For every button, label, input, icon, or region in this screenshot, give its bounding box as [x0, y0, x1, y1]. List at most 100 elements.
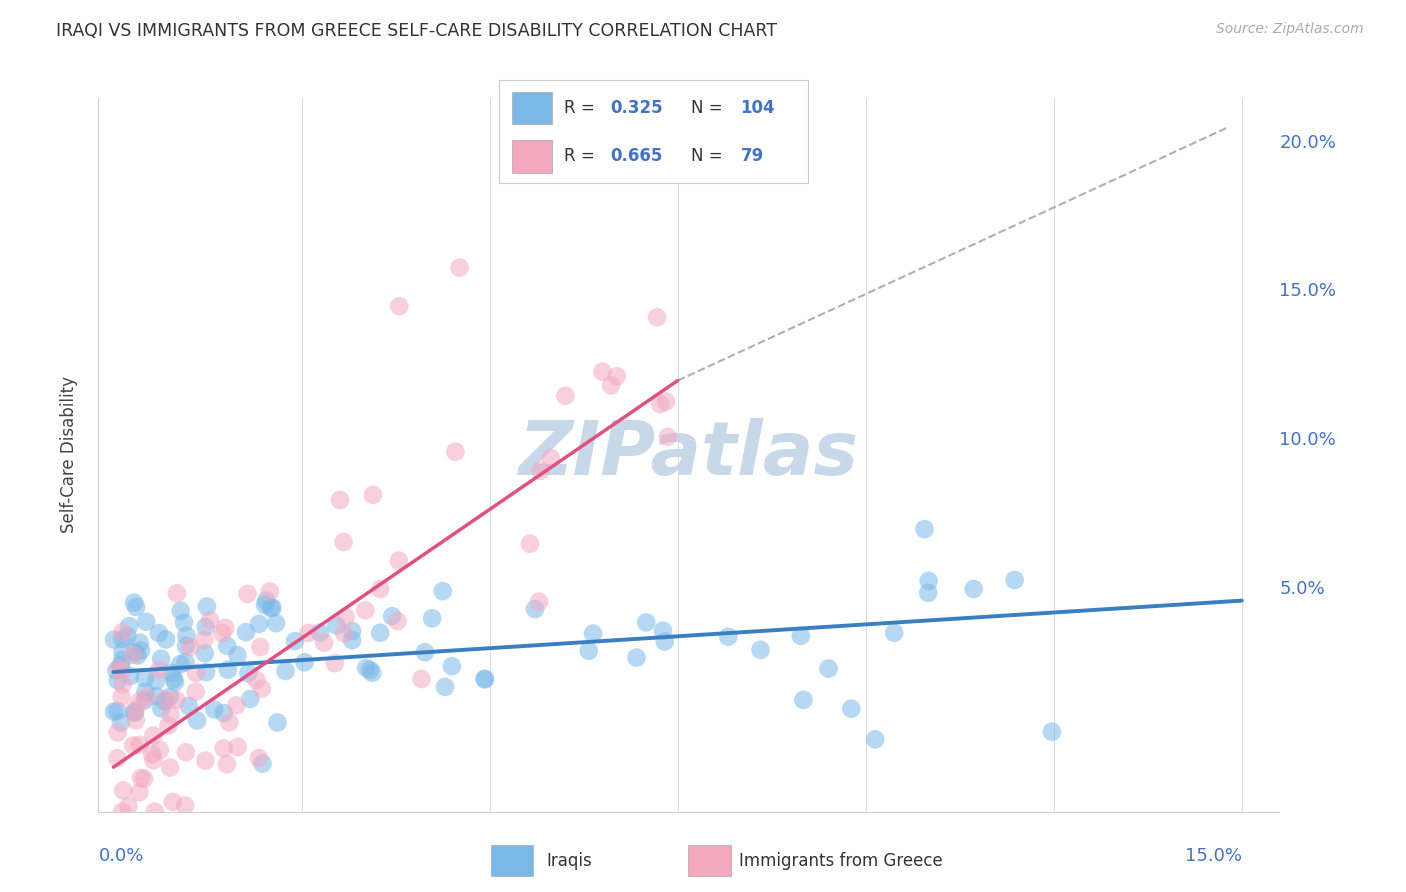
Point [128, 636, 150, 650]
Text: Source: ZipAtlas.com: Source: ZipAtlas.com [1216, 22, 1364, 37]
Point [155, 692, 177, 706]
Point [135, 690, 157, 704]
Point [117, 630, 139, 644]
Point [262, 600, 284, 615]
Point [107, 661, 129, 675]
Point [153, 694, 176, 708]
Text: 104: 104 [741, 99, 775, 117]
Point [194, 620, 217, 634]
Point [361, 488, 384, 502]
Point [606, 369, 628, 384]
Point [150, 701, 173, 715]
FancyBboxPatch shape [491, 846, 533, 876]
Point [250, 681, 273, 696]
Point [132, 772, 155, 786]
Point [103, 705, 125, 719]
Point [636, 615, 658, 630]
Point [157, 718, 180, 732]
Point [474, 673, 496, 687]
Point [578, 644, 600, 658]
Point [340, 633, 363, 648]
Point [212, 741, 235, 756]
Point [790, 629, 813, 643]
Point [169, 657, 191, 672]
Point [883, 625, 905, 640]
Point [652, 624, 675, 638]
Point [122, 648, 145, 662]
Point [110, 664, 132, 678]
Text: 10.0%: 10.0% [1279, 431, 1336, 449]
Point [413, 645, 436, 659]
Point [198, 613, 221, 627]
Point [195, 665, 218, 680]
Point [148, 626, 170, 640]
Point [717, 630, 740, 644]
Point [335, 610, 357, 624]
Point [214, 621, 236, 635]
Point [211, 626, 233, 640]
Point [411, 672, 433, 686]
Point [142, 729, 165, 743]
Text: 15.0%: 15.0% [1279, 283, 1337, 301]
Point [474, 672, 496, 686]
Point [111, 625, 134, 640]
Point [105, 664, 128, 678]
Point [247, 751, 270, 765]
Point [236, 587, 259, 601]
Point [388, 553, 411, 567]
Point [129, 643, 152, 657]
Point [918, 574, 941, 588]
Point [110, 658, 132, 673]
Point [124, 706, 146, 720]
Point [174, 745, 197, 759]
Point [125, 714, 148, 728]
Point [127, 648, 149, 663]
Point [657, 430, 679, 444]
Point [143, 805, 166, 819]
Point [110, 715, 132, 730]
Point [159, 707, 181, 722]
Point [218, 715, 240, 730]
Point [1004, 573, 1026, 587]
Point [111, 805, 134, 819]
Point [354, 661, 377, 675]
Point [148, 663, 170, 677]
Point [817, 662, 839, 676]
Text: IRAQI VS IMMIGRANTS FROM GREECE SELF-CARE DISABILITY CORRELATION CHART: IRAQI VS IMMIGRANTS FROM GREECE SELF-CAR… [56, 22, 778, 40]
Point [388, 299, 411, 313]
Point [655, 394, 678, 409]
Point [254, 593, 277, 607]
Point [111, 632, 134, 646]
Text: ZIPatlas: ZIPatlas [519, 418, 859, 491]
Point [1040, 724, 1063, 739]
Point [247, 616, 270, 631]
Point [111, 677, 134, 691]
Text: 20.0%: 20.0% [1279, 134, 1336, 152]
Point [264, 616, 287, 631]
Point [103, 632, 125, 647]
Point [524, 602, 547, 616]
Text: 0.665: 0.665 [610, 147, 662, 165]
Point [169, 604, 191, 618]
Point [626, 650, 648, 665]
Point [591, 365, 613, 379]
Text: R =: R = [564, 147, 600, 165]
Point [368, 625, 391, 640]
Point [165, 693, 187, 707]
Point [107, 725, 129, 739]
Point [329, 493, 352, 508]
Point [444, 444, 467, 458]
Point [107, 751, 129, 765]
Point [217, 663, 239, 677]
Point [184, 665, 207, 680]
FancyBboxPatch shape [689, 846, 731, 876]
Point [174, 639, 197, 653]
Point [174, 798, 197, 813]
Point [917, 586, 939, 600]
Point [238, 666, 260, 681]
Point [107, 673, 129, 688]
Text: 79: 79 [741, 147, 763, 165]
Point [449, 260, 471, 275]
Point [111, 645, 134, 659]
Point [134, 671, 156, 685]
